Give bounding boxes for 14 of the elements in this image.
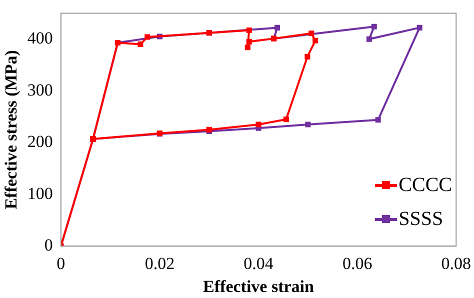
x-tick-label: 0.08 bbox=[441, 254, 471, 273]
y-axis-title: Effective stress (MPa) bbox=[2, 50, 21, 210]
y-tick-label: 200 bbox=[27, 132, 53, 152]
x-tick-label: 0.02 bbox=[144, 254, 175, 273]
y-tick-label: 100 bbox=[27, 184, 53, 203]
y-tick-label: 300 bbox=[27, 80, 53, 100]
y-tick-label: 400 bbox=[27, 28, 53, 48]
legend-label: CCCC bbox=[398, 173, 452, 198]
legend-label: SSSS bbox=[398, 207, 444, 232]
x-tick-label: 0.04 bbox=[244, 254, 274, 273]
x-axis-title: Effective strain bbox=[203, 277, 315, 296]
x-tick-label: 0 bbox=[56, 254, 66, 273]
x-tick-label: 0.06 bbox=[342, 254, 372, 273]
y-tick-label: 0 bbox=[44, 236, 53, 255]
